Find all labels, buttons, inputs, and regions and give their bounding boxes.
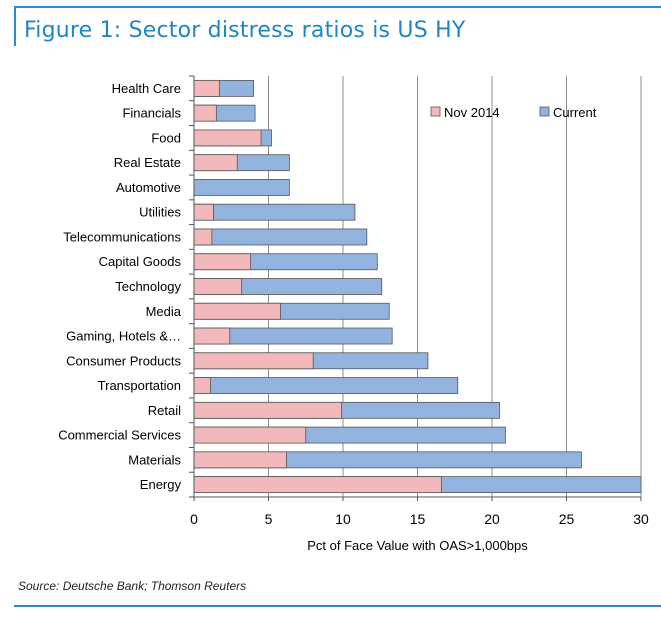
category-label-consumer-products: Consumer Products	[66, 353, 181, 368]
bar-nov2014-consumer-products	[193, 352, 314, 370]
bar-nov2014-financials	[193, 104, 217, 122]
bar-nov2014-real-estate	[193, 154, 238, 172]
category-label-transportation: Transportation	[98, 378, 181, 393]
bar-nov2014-technology	[193, 278, 243, 295]
x-tick-label-5: 5	[265, 511, 273, 527]
bar-current-transportation	[193, 377, 459, 394]
category-label-financials: Financials	[122, 106, 181, 121]
bar-nov2014-health-care	[193, 79, 220, 97]
x-tick-label-0: 0	[190, 511, 198, 527]
bar-nov2014-commercial-services	[193, 426, 307, 444]
bar-nov2014-energy	[193, 476, 442, 494]
x-tick-label-20: 20	[484, 511, 500, 527]
x-tick-label-10: 10	[335, 511, 351, 527]
bar-nov2014-food	[193, 129, 262, 147]
bar-nov2014-retail	[193, 401, 342, 419]
category-label-telecommunications: Telecommunications	[63, 229, 181, 244]
legend-label-nov2014: Nov 2014	[444, 105, 500, 120]
category-label-technology: Technology	[115, 279, 181, 294]
title-accent-bar	[14, 8, 16, 46]
legend-swatch-current	[539, 106, 550, 117]
category-label-food: Food	[151, 130, 181, 145]
x-tick-label-15: 15	[410, 511, 426, 527]
category-label-materials: Materials	[128, 452, 181, 467]
x-tick-label-30: 30	[633, 511, 649, 527]
x-tick-label-25: 25	[559, 511, 575, 527]
legend-label-current: Current	[553, 105, 597, 120]
category-label-media: Media	[146, 304, 182, 319]
x-axis-title: Pct of Face Value with OAS>1,000bps	[307, 538, 528, 553]
category-label-commercial-services: Commercial Services	[58, 428, 181, 443]
category-label-retail: Retail	[148, 403, 181, 418]
bar-current-automotive	[193, 179, 290, 196]
bar-nov2014-utilities	[193, 203, 214, 221]
figure-title: Figure 1: Sector distress ratios is US H…	[24, 18, 466, 43]
bar-nov2014-materials	[193, 451, 287, 469]
category-label-gaming-hotels: Gaming, Hotels &…	[66, 329, 181, 344]
legend-swatch-nov2014	[430, 106, 441, 117]
bottom-rule	[14, 605, 661, 607]
category-label-real-estate: Real Estate	[114, 155, 181, 170]
category-label-health-care: Health Care	[112, 81, 181, 96]
source-note: Source: Deutsche Bank; Thomson Reuters	[18, 579, 247, 593]
bar-nov2014-transportation	[193, 377, 211, 394]
category-label-utilities: Utilities	[139, 205, 181, 220]
bar-current-utilities	[193, 203, 356, 221]
category-label-automotive: Automotive	[116, 180, 181, 195]
bar-nov2014-gaming-hotels	[193, 327, 231, 345]
bar-nov2014-capital-goods	[193, 253, 252, 271]
category-label-energy: Energy	[140, 477, 182, 492]
category-label-capital-goods: Capital Goods	[99, 254, 182, 269]
title-rule	[14, 6, 661, 8]
bar-current-telecommunications	[193, 228, 368, 246]
bar-nov2014-telecommunications	[193, 228, 213, 246]
bar-nov2014-media	[193, 302, 281, 320]
